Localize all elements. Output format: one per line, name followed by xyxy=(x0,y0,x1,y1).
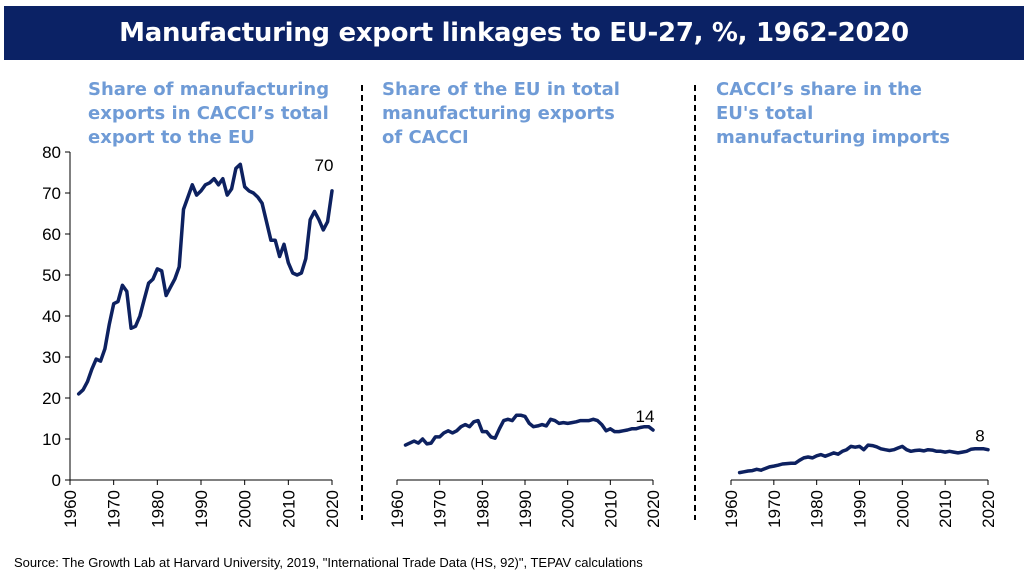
x-tick-label: 1990 xyxy=(192,490,211,528)
x-tick-label: 1960 xyxy=(722,490,741,528)
series-line xyxy=(76,162,334,396)
y-tick-label: 70 xyxy=(42,184,61,203)
x-tick-label: 1970 xyxy=(765,490,784,528)
x-tick-label: 1990 xyxy=(516,490,535,528)
panel-1-title: Share of manufacturing exports in CACCI’… xyxy=(88,79,330,148)
x-tick-label: 1980 xyxy=(148,490,167,528)
x-tick-label: 2020 xyxy=(644,490,663,528)
end-value-label: 8 xyxy=(975,427,984,446)
panel-3-title: CACCI’s share in the EU's total manufact… xyxy=(716,79,950,148)
y-tick-label: 20 xyxy=(42,389,61,408)
x-tick-label: 2020 xyxy=(979,490,998,528)
end-value-label: 14 xyxy=(636,407,655,426)
y-tick-label: 30 xyxy=(42,348,61,367)
series-line xyxy=(403,413,655,447)
end-value-label: 70 xyxy=(315,156,334,175)
source-note: Source: The Growth Lab at Harvard Univer… xyxy=(14,555,643,570)
x-tick-label: 2000 xyxy=(559,490,578,528)
panel-2-title: Share of the EU in total manufacturing e… xyxy=(382,79,620,148)
x-tick-label: 1980 xyxy=(473,490,492,528)
y-tick-label: 60 xyxy=(42,225,61,244)
chart-title: Manufacturing export linkages to EU-27, … xyxy=(119,18,909,48)
x-tick-label: 1990 xyxy=(851,490,870,528)
x-tick-label: 2010 xyxy=(601,490,620,528)
x-tick-label: 1960 xyxy=(388,490,407,528)
series-line xyxy=(737,443,990,475)
x-tick-label: 1960 xyxy=(61,490,80,528)
y-tick-label: 10 xyxy=(42,430,61,449)
x-tick-label: 2020 xyxy=(323,490,342,528)
y-tick-label: 40 xyxy=(42,307,61,326)
x-tick-label: 1970 xyxy=(431,490,450,528)
title-banner: Manufacturing export linkages to EU-27, … xyxy=(4,6,1024,60)
x-tick-label: 2010 xyxy=(279,490,298,528)
x-tick-label: 1970 xyxy=(105,490,124,528)
y-tick-label: 50 xyxy=(42,266,61,285)
x-tick-label: 1980 xyxy=(808,490,827,528)
y-tick-label: 0 xyxy=(52,471,61,490)
x-tick-label: 2000 xyxy=(236,490,255,528)
x-tick-label: 2010 xyxy=(936,490,955,528)
y-tick-label: 80 xyxy=(42,143,61,162)
x-tick-label: 2000 xyxy=(893,490,912,528)
